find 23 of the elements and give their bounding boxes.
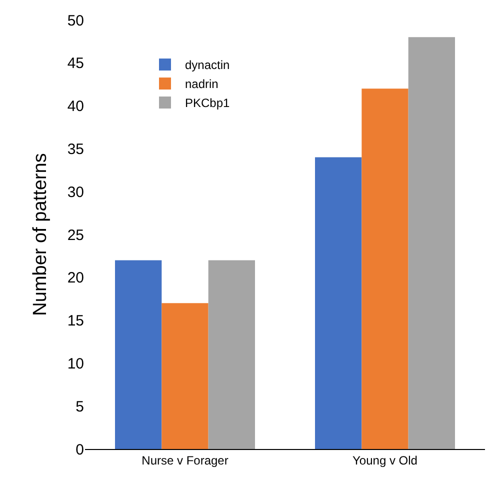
y-tick-label: 20	[67, 270, 84, 287]
bar	[362, 88, 408, 449]
bar	[115, 260, 162, 449]
y-tick-label: 45	[67, 55, 84, 72]
x-tick-label: Nurse v Forager	[142, 453, 228, 468]
y-tick-label: 15	[67, 312, 84, 330]
bar	[315, 157, 362, 449]
y-tick-label: 40	[67, 98, 84, 116]
y-tick-label: 0	[76, 441, 84, 458]
bar	[162, 303, 208, 449]
y-tick-label: 50	[67, 12, 84, 30]
y-axis-title: Number of patterns	[30, 153, 52, 316]
y-tick-label: 35	[67, 140, 84, 158]
x-tick-label: Young v Old	[352, 453, 418, 468]
legend-label: nadrin	[185, 77, 218, 92]
bar	[408, 37, 455, 449]
y-tick-label: 30	[67, 184, 84, 201]
y-tick-label: 5	[76, 398, 84, 416]
legend-label: dynactin	[185, 58, 230, 72]
bar	[208, 260, 255, 449]
y-tick-label: 10	[67, 355, 84, 372]
y-tick-label: 25	[67, 226, 84, 244]
legend-label: PKCbp1	[185, 96, 230, 110]
